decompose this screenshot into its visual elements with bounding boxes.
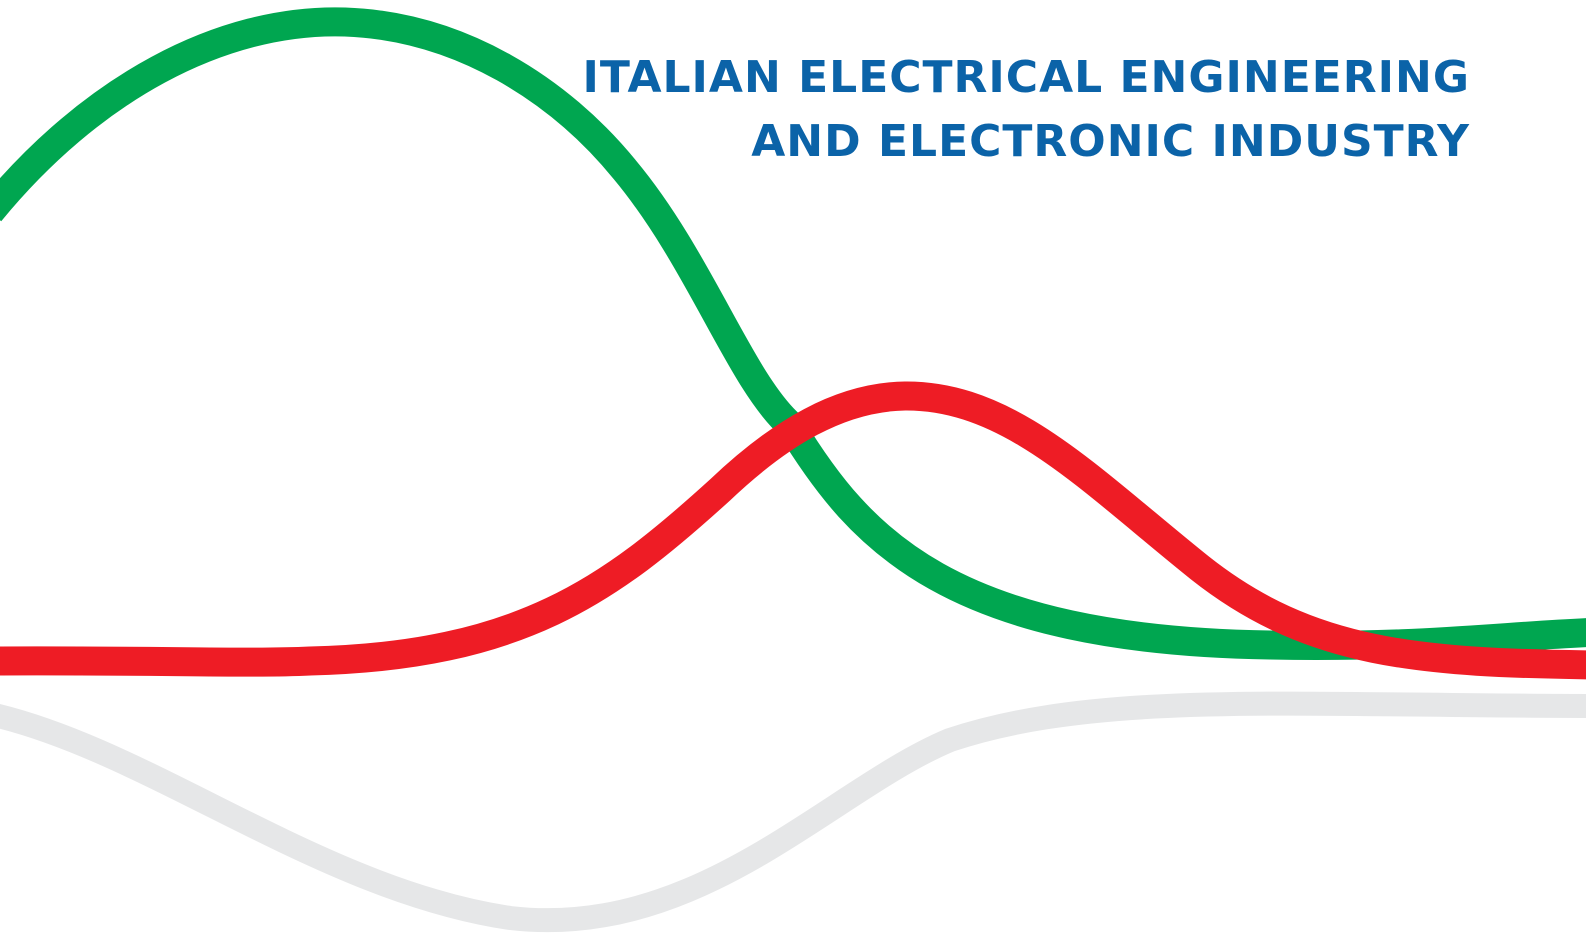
grey-curve	[0, 691, 1586, 933]
red-curve	[0, 381, 1586, 680]
title-line-1: ITALIAN ELECTRICAL ENGINEERING	[582, 52, 1470, 103]
green-curve	[0, 7, 1586, 660]
title-line-2: AND ELECTRONIC INDUSTRY	[751, 116, 1470, 167]
page-title: ITALIAN ELECTRICAL ENGINEERING AND ELECT…	[582, 46, 1470, 174]
